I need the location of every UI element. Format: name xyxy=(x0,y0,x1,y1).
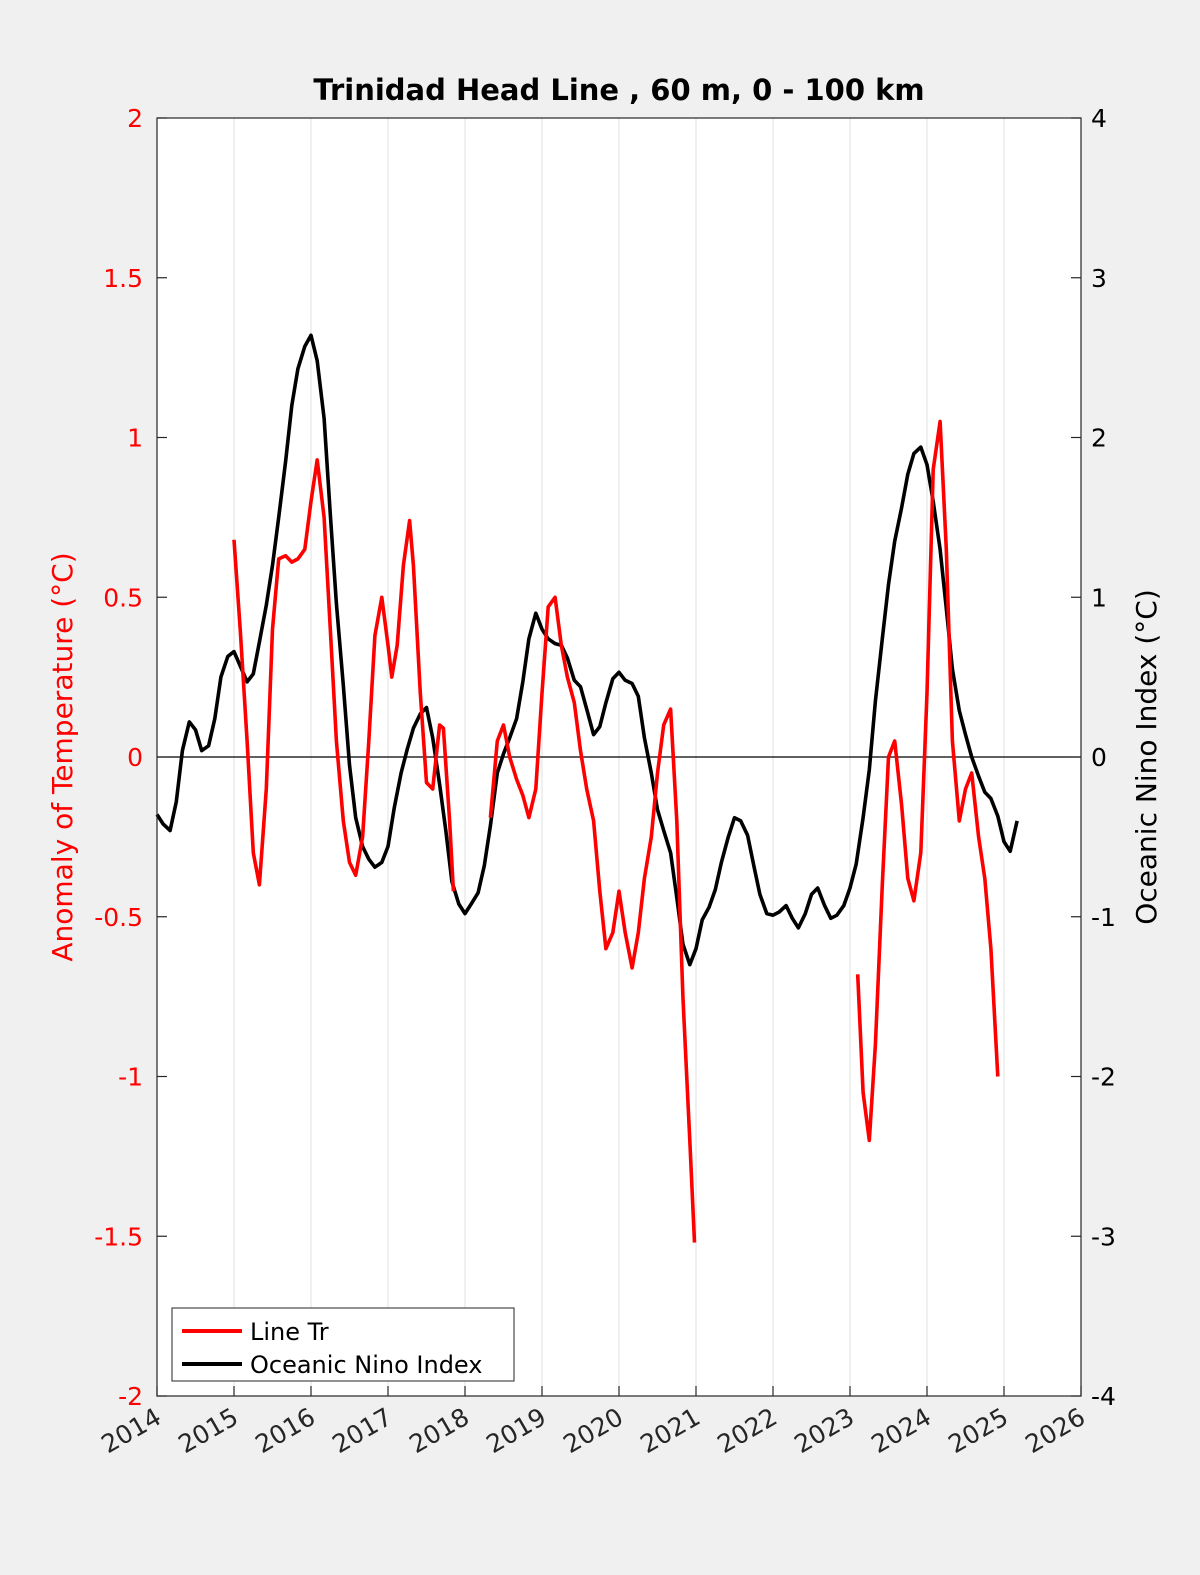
legend-label-line-tr: Line Tr xyxy=(250,1318,329,1346)
y-left-tick-label-1: -1 xyxy=(118,1063,143,1092)
left-axis: 2 1.5 1 0.5 0 -0.5 -1 -1.5 -2 xyxy=(94,104,167,1411)
y-left-tick-label-1-5: -1.5 xyxy=(94,1222,143,1251)
y-right-tick-label-3: -3 xyxy=(1091,1222,1116,1251)
y-axis-label-left: Anomaly of Temperature (°C) xyxy=(46,552,79,961)
legend-label-oceanic-nino-index: Oceanic Nino Index xyxy=(250,1351,482,1379)
y-right-tick-label-2: -2 xyxy=(1091,1063,1116,1092)
y-right-tick-label-4: 4 xyxy=(1091,104,1107,133)
chart-title: Trinidad Head Line , 60 m, 0 - 100 km xyxy=(313,73,924,107)
y-left-tick-label-0-5: 0.5 xyxy=(103,583,143,612)
y-left-tick-label-2: -2 xyxy=(118,1382,143,1411)
y-right-tick-label-1: 1 xyxy=(1091,583,1107,612)
y-left-tick-label-1-5: 1.5 xyxy=(103,264,143,293)
y-right-tick-label-3: 3 xyxy=(1091,264,1107,293)
y-right-tick-label-2: 2 xyxy=(1091,424,1107,453)
series-layer xyxy=(155,333,1019,1243)
y-axis-label-right: Oceanic Nino Index (°C) xyxy=(1130,589,1163,925)
y-right-tick-label-4: -4 xyxy=(1091,1382,1116,1411)
y-right-tick-label-0: 0 xyxy=(1091,743,1107,772)
right-axis: 4 3 2 1 0 -1 -2 -3 -4 xyxy=(1071,104,1116,1411)
series-oceanic-nino-index-segment-1 xyxy=(155,333,1019,967)
y-left-tick-label-0-5: -0.5 xyxy=(94,903,143,932)
series-line-tr-segment-3 xyxy=(855,419,1000,1143)
y-left-tick-label-1: 1 xyxy=(127,424,143,453)
y-right-tick-label-1: -1 xyxy=(1091,903,1116,932)
series-line-tr-segment-1 xyxy=(232,458,456,892)
series-line-tr-segment-2 xyxy=(488,595,697,1243)
y-left-tick-label-0: 0 xyxy=(127,743,143,772)
legend-box xyxy=(171,1307,515,1382)
y-left-tick-label-2: 2 xyxy=(127,104,143,133)
legend: Line Tr Oceanic Nino Index xyxy=(171,1307,515,1382)
